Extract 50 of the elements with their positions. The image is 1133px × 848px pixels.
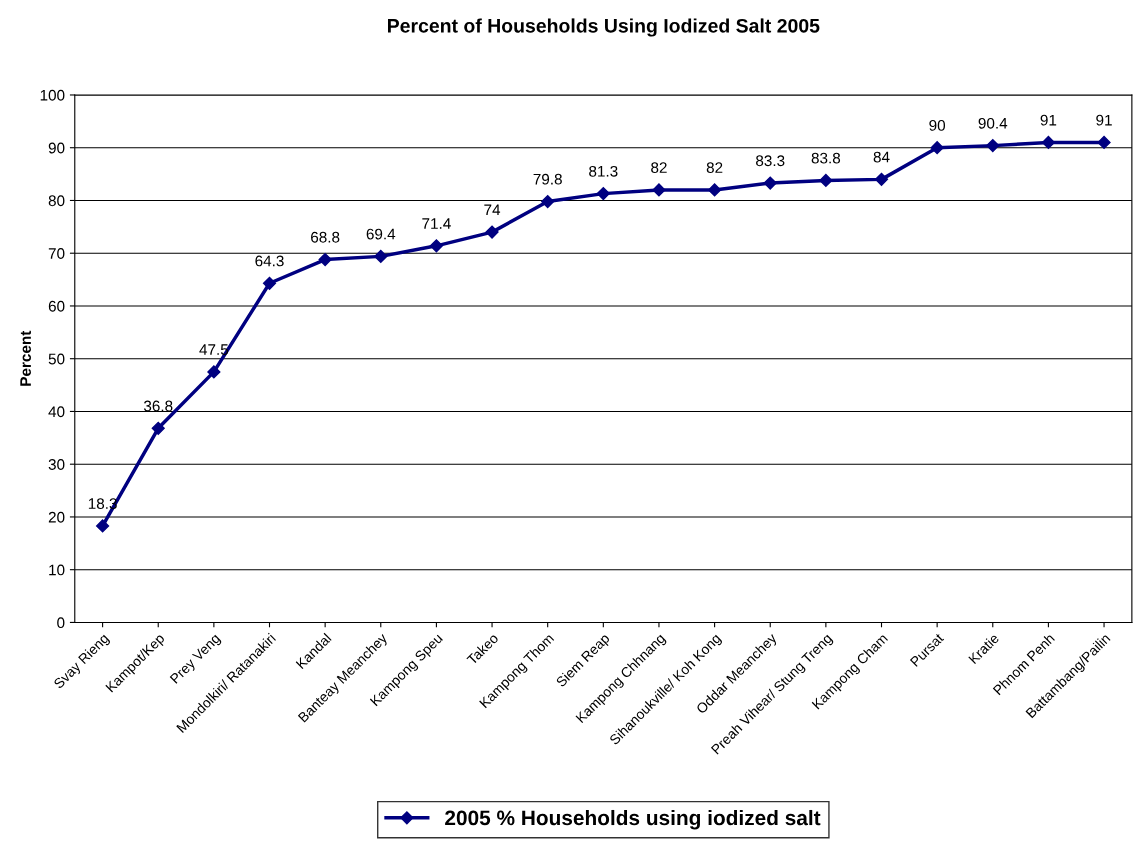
- data-label: 71.4: [422, 218, 451, 229]
- point: [930, 141, 944, 155]
- point: [763, 176, 777, 190]
- data-label: 74: [484, 204, 501, 216]
- point: [485, 225, 499, 239]
- data-label: 69.4: [366, 228, 396, 240]
- data-label: 91: [1040, 114, 1057, 126]
- y-tick-label: 10: [49, 564, 65, 576]
- point: [262, 276, 277, 290]
- point: [874, 172, 889, 186]
- data-label: 91: [1096, 114, 1112, 126]
- y-tick-label: 0: [57, 617, 65, 629]
- point: [151, 421, 165, 435]
- point: [652, 183, 666, 197]
- point: [541, 194, 555, 209]
- legend-label: 2005 % Households using iodized salt: [445, 809, 821, 830]
- point: [819, 173, 833, 188]
- y-axis-title: Percent: [20, 330, 31, 386]
- data-label: 81.3: [589, 165, 618, 177]
- point: [1041, 135, 1056, 150]
- chart-title: Percent of Households Using Iodized Salt 2005: [388, 18, 820, 37]
- data-label: 36.8: [143, 400, 173, 412]
- data-label: 83.8: [811, 152, 841, 164]
- data-label: 82: [706, 162, 723, 174]
- point: [96, 519, 110, 533]
- y-tick-label: 70: [48, 248, 65, 259]
- y-tick-label: 50: [48, 353, 65, 365]
- data-label: 68.8: [311, 231, 340, 243]
- point: [207, 365, 221, 379]
- point: [986, 139, 1000, 153]
- data-label: 90: [929, 119, 946, 131]
- y-tick-label: 30: [48, 459, 65, 470]
- data-label: 64.3: [255, 255, 284, 267]
- point: [429, 239, 444, 253]
- y-tick-label: 90: [48, 142, 65, 154]
- point: [374, 249, 388, 263]
- y-tick-label: 60: [48, 300, 65, 312]
- point: [1097, 135, 1111, 150]
- data-label: 83.3: [756, 155, 785, 167]
- data-label: 84: [873, 151, 890, 163]
- data-label: 79.8: [533, 173, 562, 185]
- data-label: 90.4: [978, 117, 1008, 129]
- y-tick-label: 20: [48, 511, 65, 523]
- point: [318, 252, 332, 267]
- y-tick-label: 100: [40, 89, 65, 101]
- data-label: 82: [651, 162, 667, 174]
- y-tick-label: 80: [48, 195, 65, 207]
- y-tick-label: 40: [48, 406, 65, 418]
- point: [596, 187, 610, 201]
- point: [708, 183, 722, 197]
